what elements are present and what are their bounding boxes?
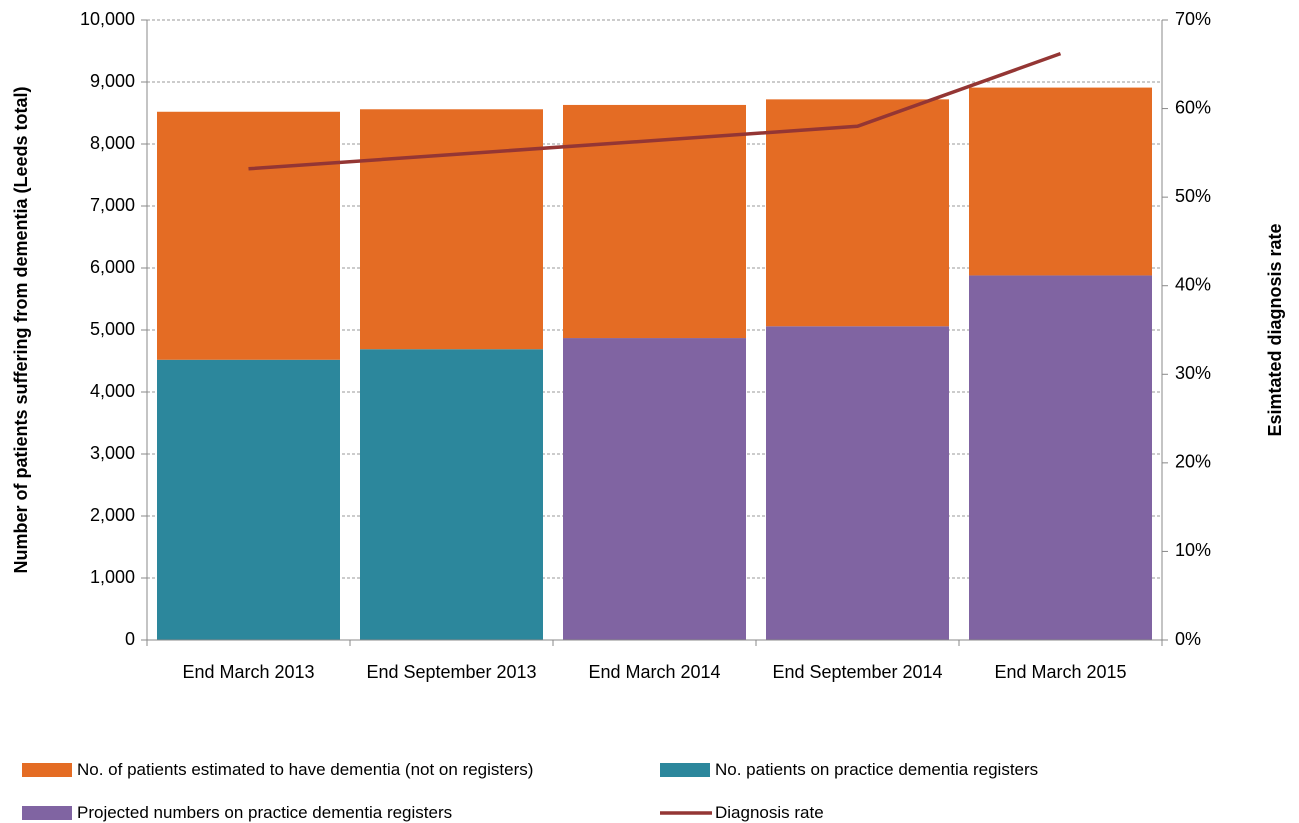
bar-segment <box>969 87 1152 276</box>
bar-segment <box>563 338 746 640</box>
y-tick-label: 0 <box>125 629 135 649</box>
legend-label: No. of patients estimated to have dement… <box>77 760 534 779</box>
y2-tick-label: 70% <box>1175 9 1211 29</box>
bar-segment <box>969 275 1152 640</box>
y-tick-label: 4,000 <box>90 381 135 401</box>
legend-label: Projected numbers on practice dementia r… <box>77 803 453 822</box>
y-axis-label: Number of patients suffering from dement… <box>11 86 31 573</box>
y-tick-label: 9,000 <box>90 71 135 91</box>
y2-tick-label: 0% <box>1175 629 1201 649</box>
y-tick-label: 10,000 <box>80 9 135 29</box>
y-tick-label: 6,000 <box>90 257 135 277</box>
legend-swatch <box>22 763 72 777</box>
y2-tick-label: 60% <box>1175 97 1211 117</box>
y2-tick-label: 50% <box>1175 186 1211 206</box>
bar-segment <box>360 349 543 640</box>
legend-swatch <box>660 763 710 777</box>
bar-segment <box>766 326 949 640</box>
y-tick-label: 8,000 <box>90 133 135 153</box>
bar-segment <box>157 111 340 360</box>
legend-label: No. patients on practice dementia regist… <box>715 760 1039 779</box>
bar-segment <box>157 359 340 640</box>
x-tick-label: End September 2013 <box>366 662 537 682</box>
x-tick-label: End September 2014 <box>772 662 943 682</box>
x-tick-label: End March 2014 <box>588 662 721 682</box>
y2-tick-label: 40% <box>1175 274 1211 294</box>
legend-label: Diagnosis rate <box>715 803 824 822</box>
y2-axis-label: Esimtated diagnosis rate <box>1265 223 1285 436</box>
line-series <box>248 52 1062 171</box>
bar-segment <box>360 109 543 350</box>
y2-tick-label: 30% <box>1175 363 1211 383</box>
x-tick-label: End March 2015 <box>994 662 1127 682</box>
y-tick-label: 1,000 <box>90 567 135 587</box>
x-tick-label: End March 2013 <box>182 662 315 682</box>
y2-tick-label: 10% <box>1175 540 1211 560</box>
y-tick-label: 3,000 <box>90 443 135 463</box>
y-tick-label: 5,000 <box>90 319 135 339</box>
y-tick-label: 2,000 <box>90 505 135 525</box>
y2-tick-label: 20% <box>1175 452 1211 472</box>
y-tick-label: 7,000 <box>90 195 135 215</box>
legend-swatch <box>22 806 72 820</box>
bar-segment <box>766 99 949 327</box>
